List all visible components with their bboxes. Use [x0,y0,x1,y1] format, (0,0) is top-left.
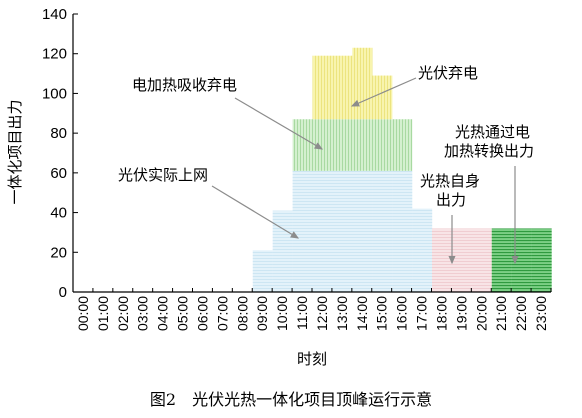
x-tick-label-10:00: 10:00 [274,296,290,331]
figure-caption: 图2 光伏光热一体化项目顶峰运行示意 [150,390,432,409]
x-tick-label-17:00: 17:00 [414,296,430,331]
bar-光伏实际上网-13:00 [332,170,353,292]
bar-光热通过电加热转换出力-21:00 [491,228,512,292]
bar-光伏实际上网-14:00 [352,170,373,292]
bar-光伏弃电-13:00 [332,55,353,120]
bar-光伏实际上网-11:00 [292,170,313,292]
y-tick-label-40: 40 [50,205,67,222]
y-tick-label-80: 80 [50,125,67,142]
x-tick-label-12:00: 12:00 [314,296,330,331]
x-tick-label-16:00: 16:00 [394,296,410,331]
x-tick-label-05:00: 05:00 [175,296,191,331]
bar-电加热吸收弃电-16:00 [392,119,413,171]
x-tick-label-11:00: 11:00 [294,296,310,330]
bar-光热自身出力-18:00 [432,228,453,292]
bar-电加热吸收弃电-14:00 [352,119,373,171]
bar-光伏实际上网-17:00 [412,208,433,292]
x-tick-label-15:00: 15:00 [374,296,390,331]
arrow-electric-heating [234,97,324,150]
bar-光伏实际上网-16:00 [392,170,413,292]
bar-光伏弃电-12:00 [312,55,333,120]
x-tick-label-13:00: 13:00 [334,296,350,331]
x-axis-title: 时刻 [297,350,327,368]
x-tick-label-06:00: 06:00 [194,296,210,331]
y-ticks: 0 20 40 60 80 100 120 140 [42,6,78,301]
bar-光热通过电加热转换出力-22:00 [511,228,532,292]
bar-光热自身出力-20:00 [471,228,492,292]
bar-电加热吸收弃电-15:00 [372,119,393,171]
x-tick-label-19:00: 19:00 [453,296,469,331]
x-tick-label-00:00: 00:00 [75,296,91,331]
x-tick-label-04:00: 04:00 [155,296,171,331]
x-tick-label-23:00: 23:00 [533,296,549,331]
y-tick-label-60: 60 [50,165,67,182]
arrow-pv-curtail [350,77,417,107]
label-electric-heating: 电加热吸收弃电 [132,76,237,94]
bar-光热自身出力-19:00 [451,228,473,292]
bar-光伏实际上网-12:00 [312,170,333,292]
x-tick-label-08:00: 08:00 [234,296,250,331]
label-pv-grid: 光伏实际上网 [118,166,208,184]
bar-光伏弃电-14:00 [352,47,373,120]
y-tick-label-120: 120 [42,46,67,63]
annotations: 电加热吸收弃电 光伏弃电 光伏实际上网 光热通过电 加热转换出力 光热自身 出力 [118,64,534,265]
bar-电加热吸收弃电-13:00 [332,119,353,171]
bars-layer [252,47,552,292]
x-tick-label-21:00: 21:00 [493,296,509,331]
x-tick-label-18:00: 18:00 [433,296,449,331]
bar-光伏实际上网-09:00 [252,250,273,292]
y-tick-label-100: 100 [42,85,67,102]
bar-光伏实际上网-15:00 [372,170,393,292]
y-tick-label-20: 20 [50,244,67,261]
x-tick-label-03:00: 03:00 [135,296,151,331]
x-tick-label-09:00: 09:00 [254,296,270,331]
y-tick-label-140: 140 [42,6,67,23]
bar-电加热吸收弃电-11:00 [292,119,313,171]
arrow-pv-grid [211,185,300,239]
x-ticks: 00:00 01:00 02:00 03:00 04:00 05:00 06:00 07:00… [72,288,552,331]
x-tick-label-07:00: 07:00 [214,296,230,331]
bar-光伏实际上网-10:00 [272,210,293,292]
x-tick-label-22:00: 22:00 [513,296,529,331]
x-tick-label-02:00: 02:00 [115,296,131,331]
x-tick-label-14:00: 14:00 [354,296,370,331]
label-csp-convert-1: 光热通过电 [455,123,530,141]
x-tick-label-01:00: 01:00 [95,296,111,331]
y-tick-label-0: 0 [59,284,67,301]
label-pv-curtail: 光伏弃电 [418,64,478,82]
bar-光伏弃电-15:00 [372,75,393,120]
bar-光热通过电加热转换出力-23:00 [531,228,552,292]
y-axis-title: 一体化项目出力 [6,99,24,204]
x-tick-label-20:00: 20:00 [473,296,489,331]
label-csp-self-2: 出力 [436,191,466,209]
label-csp-convert-2: 加热转换出力 [444,142,534,160]
label-csp-self-1: 光热自身 [420,172,480,190]
